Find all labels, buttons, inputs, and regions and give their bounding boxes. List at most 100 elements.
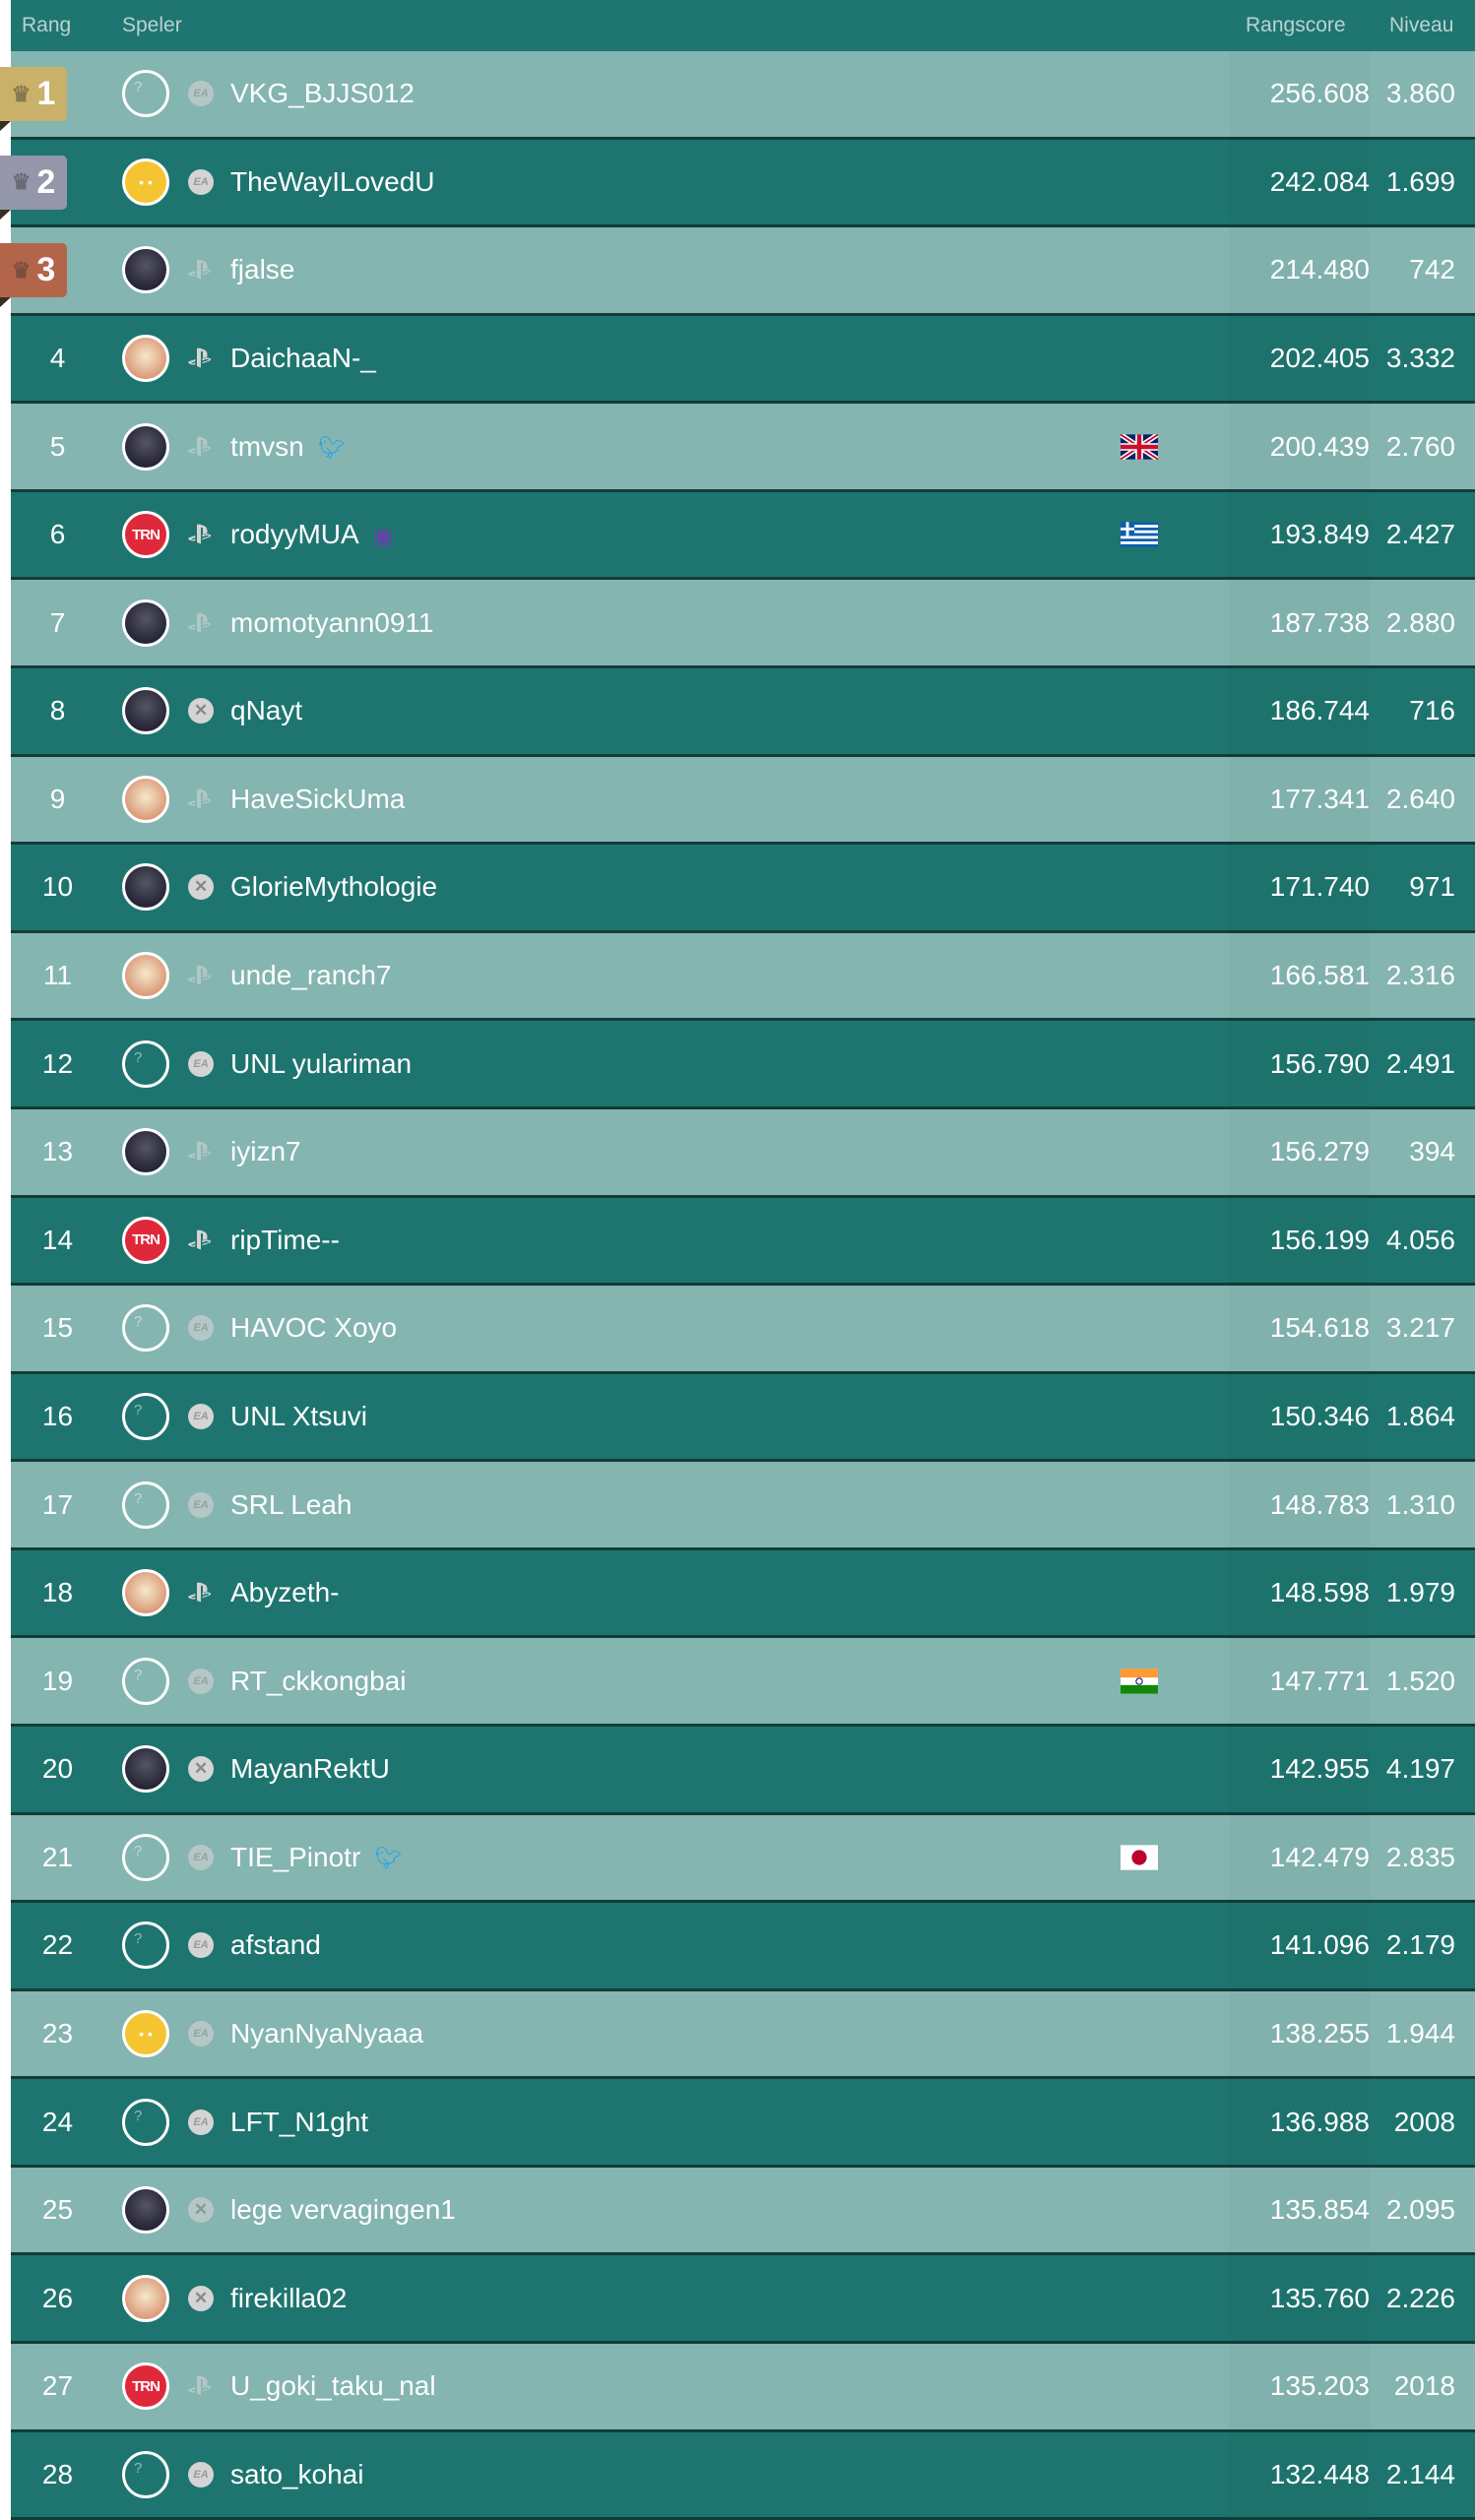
player-name[interactable]: MayanRektU bbox=[230, 1753, 390, 1785]
table-row[interactable]: 9 HaveSickUma 177.341 2.640 bbox=[11, 756, 1475, 846]
player-name[interactable]: TIE_Pinotr 🐦︎ bbox=[230, 1841, 403, 1872]
avatar[interactable]: TRN bbox=[122, 511, 169, 559]
table-row[interactable]: 27 TRN U_goki_taku_nal 135.203 2018 bbox=[11, 2344, 1475, 2432]
player-name[interactable]: sato_kohai bbox=[230, 2458, 364, 2489]
table-row[interactable]: 28? EA sato_kohai 132.448 2.144 bbox=[11, 2431, 1475, 2520]
crown-icon: ♛ bbox=[11, 169, 32, 195]
avatar[interactable]: ? bbox=[122, 2098, 169, 2146]
header-rank[interactable]: Rang bbox=[22, 14, 72, 36]
table-row[interactable]: 13 iyizn7 156.279 394 bbox=[11, 1108, 1475, 1198]
avatar[interactable]: ? bbox=[122, 1480, 169, 1529]
avatar[interactable] bbox=[122, 246, 169, 294]
player-name[interactable]: unde_ranch7 bbox=[230, 960, 392, 991]
avatar[interactable]: TRN bbox=[122, 2362, 169, 2411]
player-name[interactable]: momotyann0911 bbox=[230, 606, 434, 638]
header-score[interactable]: Rangscore bbox=[1246, 14, 1346, 36]
avatar[interactable] bbox=[122, 598, 169, 647]
player-name[interactable]: firekilla02 bbox=[230, 2282, 348, 2313]
avatar[interactable] bbox=[122, 1128, 169, 1176]
table-row[interactable]: 18 Abyzeth- 148.598 1.979 bbox=[11, 1549, 1475, 1639]
table-row[interactable]: 10 ✕ GlorieMythologie 171.740 971 bbox=[11, 845, 1475, 933]
player-name[interactable]: iyizn7 bbox=[230, 1136, 301, 1167]
avatar[interactable]: ? bbox=[122, 2450, 169, 2498]
player-name[interactable]: HAVOC Xoyo bbox=[230, 1312, 398, 1344]
avatar[interactable] bbox=[122, 335, 169, 383]
table-row[interactable]: 20 ✕ MayanRektU 142.955 4.197 bbox=[11, 1726, 1475, 1815]
player-name[interactable]: UNL yulariman bbox=[230, 1047, 413, 1079]
table-row[interactable]: 6 TRN rodyyMUA ▣ 193.849 2.427 bbox=[11, 491, 1475, 581]
player-name[interactable]: ripTime-- bbox=[230, 1224, 340, 1255]
player-name[interactable]: SRL Leah bbox=[230, 1488, 353, 1520]
avatar[interactable]: ? bbox=[122, 1392, 169, 1440]
player-name[interactable]: U_goki_taku_nal bbox=[230, 2370, 436, 2402]
table-row[interactable]: ♛ 2 • • EA TheWayILovedU 242.084 1.699 bbox=[0, 139, 1475, 228]
player-name[interactable]: VKG_BJJS012 bbox=[230, 78, 415, 109]
table-row[interactable]: 16? EA UNL Xtsuvi 150.346 1.864 bbox=[11, 1373, 1475, 1463]
avatar[interactable]: ? bbox=[122, 1657, 169, 1705]
avatar[interactable] bbox=[122, 422, 169, 471]
player-name[interactable]: Abyzeth- bbox=[230, 1577, 340, 1608]
avatar[interactable] bbox=[122, 952, 169, 1000]
avatar[interactable] bbox=[122, 775, 169, 823]
rank-number: 26 bbox=[41, 2282, 74, 2313]
player-name[interactable]: RT_ckkongbai bbox=[230, 1665, 407, 1696]
table-row[interactable]: ♛ 3 fjalse 214.480 742 bbox=[0, 227, 1475, 316]
table-row[interactable]: 24? EA LFT_N1ght 136.988 2008 bbox=[11, 2079, 1475, 2168]
ea-icon: EA bbox=[188, 2109, 214, 2135]
table-row[interactable]: 4 DaichaaN-_ 202.405 3.332 bbox=[11, 315, 1475, 405]
avatar[interactable]: • • bbox=[122, 2010, 169, 2057]
header-level[interactable]: Niveau bbox=[1389, 14, 1454, 36]
table-row[interactable]: ♛ 1? EA VKG_BJJS012 256.608 3.860 bbox=[0, 51, 1475, 140]
player-name[interactable]: qNayt bbox=[230, 695, 303, 726]
rank-score: 193.849 bbox=[1269, 519, 1370, 550]
table-row[interactable]: 17? EA SRL Leah 148.783 1.310 bbox=[11, 1462, 1475, 1550]
table-row[interactable]: 26 ✕ firekilla02 135.760 2.226 bbox=[11, 2255, 1475, 2345]
table-row[interactable]: 14 TRN ripTime-- 156.199 4.056 bbox=[11, 1197, 1475, 1287]
avatar[interactable] bbox=[122, 687, 169, 735]
table-row[interactable]: 25 ✕ lege vervagingen1 135.854 2.095 bbox=[11, 2167, 1475, 2256]
table-row[interactable]: 12? EA UNL yulariman 156.790 2.491 bbox=[11, 1021, 1475, 1109]
table-row[interactable]: 7 momotyann0911 187.738 2.880 bbox=[11, 580, 1475, 669]
twitter-icon[interactable]: 🐦︎ bbox=[317, 435, 346, 461]
table-row[interactable]: 8 ✕ qNayt 186.744 716 bbox=[11, 668, 1475, 757]
player-name[interactable]: GlorieMythologie bbox=[230, 871, 438, 903]
playstation-icon bbox=[188, 787, 214, 812]
avatar[interactable]: ? bbox=[122, 1040, 169, 1088]
avatar[interactable] bbox=[122, 2274, 169, 2322]
player-name[interactable]: LFT_N1ght bbox=[230, 2106, 369, 2137]
player-name[interactable]: tmvsn 🐦︎ bbox=[230, 430, 346, 462]
avatar[interactable]: • • bbox=[122, 158, 169, 206]
avatar[interactable]: TRN bbox=[122, 1216, 169, 1264]
avatar[interactable]: ? bbox=[122, 1304, 169, 1353]
player-name[interactable]: TheWayILovedU bbox=[230, 165, 435, 197]
player-name[interactable]: DaichaaN-_ bbox=[230, 343, 376, 374]
player-name[interactable]: lege vervagingen1 bbox=[230, 2194, 456, 2226]
avatar[interactable] bbox=[122, 1745, 169, 1794]
player-name[interactable]: HaveSickUma bbox=[230, 783, 406, 814]
player-name[interactable]: afstand bbox=[230, 1929, 321, 1961]
player-name[interactable]: fjalse bbox=[230, 254, 295, 285]
playstation-icon bbox=[188, 1228, 214, 1253]
player-name[interactable]: UNL Xtsuvi bbox=[230, 1400, 368, 1431]
table-row[interactable]: 21? EA TIE_Pinotr 🐦︎ 142.479 2.835 bbox=[11, 1814, 1475, 1904]
rank-score: 171.740 bbox=[1269, 871, 1370, 903]
header-player[interactable]: Speler bbox=[122, 14, 182, 36]
avatar[interactable]: ? bbox=[122, 1833, 169, 1881]
table-row[interactable]: 5 tmvsn 🐦︎ 200.439 2.760 bbox=[11, 404, 1475, 492]
avatar[interactable]: ? bbox=[122, 1922, 169, 1970]
avatar[interactable] bbox=[122, 2186, 169, 2235]
twitter-icon[interactable]: 🐦︎ bbox=[374, 1846, 403, 1871]
table-row[interactable]: 22? EA afstand 141.096 2.179 bbox=[11, 1903, 1475, 1991]
table-row[interactable]: 23 • • EA NyanNyaNyaaa 138.255 1.944 bbox=[11, 1990, 1475, 2080]
rank-number: 18 bbox=[41, 1577, 74, 1608]
table-row[interactable]: 11 unde_ranch7 166.581 2.316 bbox=[11, 932, 1475, 1022]
player-name[interactable]: NyanNyaNyaaa bbox=[230, 2018, 424, 2048]
table-row[interactable]: 19? EA RT_ckkongbai 147.771 1.520 bbox=[11, 1638, 1475, 1727]
table-row[interactable]: 15? EA HAVOC Xoyo 154.618 3.217 bbox=[11, 1286, 1475, 1374]
avatar[interactable] bbox=[122, 863, 169, 912]
twitch-icon[interactable]: ▣ bbox=[372, 523, 394, 548]
avatar[interactable] bbox=[122, 1569, 169, 1617]
player-name[interactable]: rodyyMUA ▣ bbox=[230, 519, 394, 550]
avatar[interactable]: ? bbox=[122, 70, 169, 118]
xbox-icon: ✕ bbox=[188, 874, 214, 901]
